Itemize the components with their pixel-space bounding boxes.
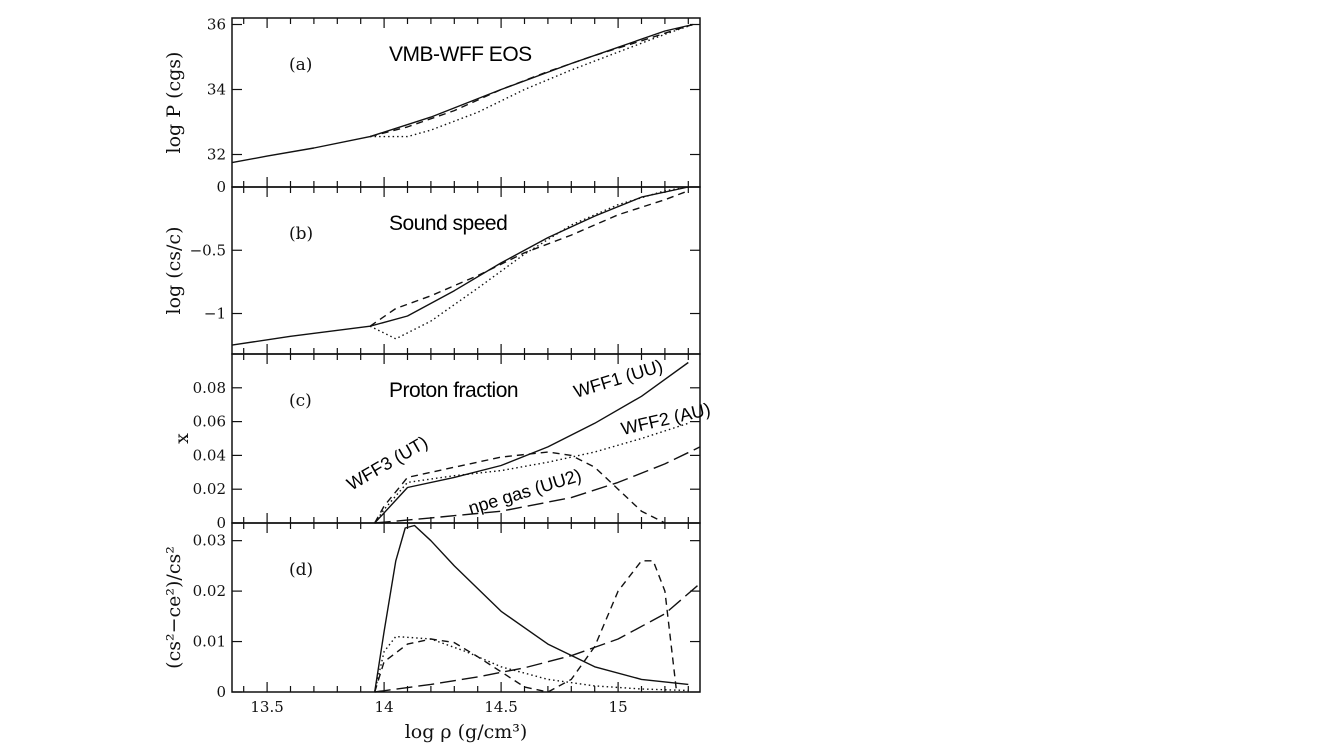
x-tick-label: 13.5	[250, 698, 283, 716]
y-tick-label: −0.5	[190, 241, 226, 259]
y-axis-label: log (cs/c)	[163, 227, 185, 315]
series-line-dotted	[374, 635, 689, 693]
y-tick-label: 0	[216, 178, 226, 196]
panel-tag: (b)	[289, 224, 313, 244]
series-line-solid	[374, 524, 689, 693]
y-axis-label: log P (cgs)	[163, 52, 185, 154]
series-line-longdashed	[374, 446, 701, 524]
panel-tag: (a)	[289, 55, 312, 75]
panel-title: VMB-WFF EOS	[389, 43, 532, 66]
series-line-dashed	[374, 451, 666, 524]
series-line-solid	[374, 361, 689, 524]
series-line-longdashed	[374, 582, 701, 693]
y-tick-label: 0.04	[193, 446, 226, 464]
series-line-dotted	[370, 23, 694, 138]
y-tick-label: 0.06	[193, 413, 226, 431]
y-tick-label: 32	[207, 146, 226, 164]
series-line-dashed	[374, 560, 678, 693]
series-line-solid	[231, 186, 689, 346]
series-line-dotted	[369, 186, 689, 340]
series-line-dashed	[369, 23, 694, 138]
panel-tag: (c)	[289, 391, 312, 411]
series-line-solid	[231, 23, 694, 164]
y-axis-label: x	[171, 433, 193, 444]
x-tick-label: 14.5	[484, 698, 517, 716]
y-tick-label: 0.03	[193, 532, 226, 550]
series-line-dashed	[369, 190, 689, 327]
y-tick-label: 0.01	[193, 633, 226, 651]
y-tick-label: 0.02	[193, 480, 226, 498]
panel-tag: (d)	[289, 560, 313, 580]
panel-title: Sound speed	[389, 212, 507, 235]
panel-frame	[231, 522, 701, 693]
y-tick-label: 0.02	[193, 582, 226, 600]
y-tick-label: −1	[204, 305, 226, 323]
x-axis-label: log ρ (g/cm³)	[405, 721, 528, 743]
y-axis-label: (cs²−ce²)/cs²	[163, 546, 185, 669]
x-tick-label: 15	[609, 698, 628, 716]
y-tick-label: 0	[216, 514, 226, 532]
y-tick-label: 36	[207, 16, 226, 34]
y-tick-label: 0.08	[193, 379, 226, 397]
panel-title: Proton fraction	[389, 379, 518, 402]
y-tick-label: 0	[216, 683, 226, 701]
series-line-dotted	[374, 422, 689, 524]
curve-label: WFF2 (AU)	[619, 399, 712, 439]
x-tick-label: 14	[375, 698, 394, 716]
y-tick-label: 34	[207, 81, 226, 99]
curve-label: npe gas (UU2)	[466, 465, 584, 518]
